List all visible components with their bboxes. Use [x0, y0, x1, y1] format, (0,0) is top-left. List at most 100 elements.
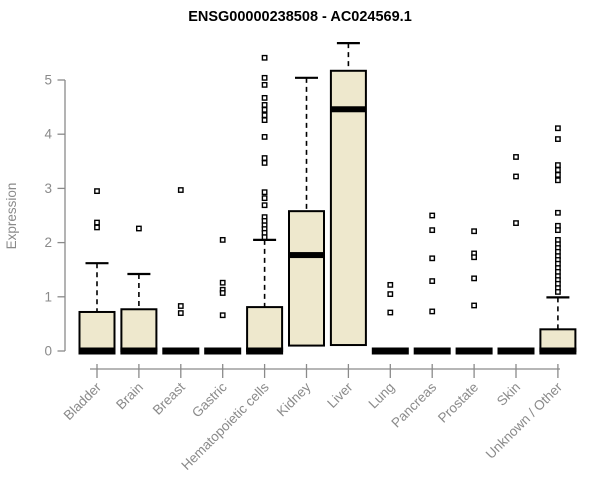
x-tick-label: Gastric [189, 379, 230, 420]
median-line [330, 106, 366, 113]
x-tick-label: Pancreas [388, 379, 439, 430]
outlier-point [261, 112, 268, 119]
box [329, 69, 367, 347]
x-tick-label: Breast [150, 379, 188, 417]
outlier-point [387, 291, 394, 297]
outlier-point [177, 303, 184, 309]
x-tick-label: Skin [494, 380, 523, 409]
box-group-unknown-other [539, 125, 577, 355]
boxes [78, 42, 577, 355]
box-group-prostate [455, 228, 493, 355]
box-group-skin [497, 154, 535, 355]
outlier-point [555, 177, 561, 184]
outlier-point [471, 275, 477, 282]
outlier-point [261, 81, 268, 88]
x-tick-label: Brain [113, 380, 146, 413]
outlier-point [471, 254, 477, 261]
outlier-point [555, 162, 561, 168]
median-line [539, 347, 577, 355]
box-group-gastric [204, 236, 242, 355]
box-group-hematopoietic-cells [246, 54, 284, 355]
x-tick-label: Kidney [274, 379, 314, 419]
outlier-point [513, 154, 519, 160]
median-line [246, 347, 284, 355]
box-group-lung [371, 281, 409, 355]
y-tick-label: 0 [44, 344, 52, 359]
outlier-point [177, 187, 184, 193]
chart-title: ENSG00000238508 - AC024569.1 [188, 9, 412, 25]
flat-box [497, 347, 535, 355]
x-tick-label: Unknown / Other [483, 379, 566, 462]
flat-box [455, 347, 493, 355]
y-tick-label: 5 [44, 73, 52, 88]
outlier-point [261, 155, 268, 161]
outlier-point [429, 278, 436, 284]
outlier-point [429, 308, 436, 315]
outlier-point [219, 312, 226, 319]
outlier-point [261, 106, 268, 113]
y-tick-label: 1 [44, 289, 52, 304]
outlier-point [135, 225, 142, 232]
box-group-bladder [78, 188, 116, 355]
median-line [120, 347, 158, 355]
outlier-point [219, 290, 226, 296]
box [120, 308, 158, 352]
outlier-point [261, 234, 268, 241]
outlier-point [429, 227, 436, 234]
outlier-point [261, 189, 268, 196]
outlier-point [513, 173, 519, 180]
y-tick-label: 4 [44, 127, 52, 142]
box [246, 306, 284, 352]
outlier-point [94, 219, 100, 226]
outlier-point [555, 167, 561, 173]
box-group-breast [162, 187, 200, 355]
outlier-point [429, 255, 436, 262]
outlier-point [261, 102, 268, 108]
outlier-point [261, 94, 268, 101]
outlier-point [387, 281, 394, 288]
outlier-point [261, 134, 268, 140]
outlier-point [219, 279, 226, 286]
x-tick-label: Prostate [435, 380, 481, 426]
outlier-point [471, 228, 477, 235]
x-tick-label: Liver [324, 379, 356, 411]
outlier-point [387, 309, 394, 316]
median-line [289, 252, 324, 259]
outlier-point [261, 195, 268, 202]
x-tick-label: Bladder [61, 379, 105, 423]
outlier-point [261, 54, 268, 61]
box [78, 310, 116, 353]
outlier-point [261, 74, 268, 81]
outlier-point [513, 220, 519, 226]
outlier-point [261, 202, 268, 209]
flat-box [371, 347, 409, 355]
y-tick-label: 2 [44, 235, 52, 250]
outlier-point [555, 289, 561, 295]
outlier-point [261, 160, 268, 166]
outlier-point [555, 227, 561, 234]
box-group-liver [329, 42, 367, 347]
y-axis-title: Expression [4, 183, 19, 250]
box-group-kidney [288, 76, 325, 347]
box [288, 210, 325, 347]
outlier-point [94, 188, 100, 195]
flat-box [413, 347, 451, 355]
outlier-point [555, 125, 561, 132]
median-line [78, 347, 116, 355]
box-group-pancreas [413, 212, 451, 355]
outlier-point [219, 236, 226, 243]
flat-box [162, 347, 200, 355]
outlier-point [429, 212, 436, 219]
outlier-point [555, 136, 561, 142]
outlier-point [555, 171, 561, 178]
outlier-point [261, 117, 268, 124]
box-group-brain [120, 225, 158, 355]
x-tick-label: Lung [366, 380, 398, 412]
y-tick-label: 3 [44, 181, 52, 196]
outlier-point [471, 302, 477, 309]
flat-box [204, 347, 242, 355]
outlier-point [177, 310, 184, 316]
outlier-point [555, 209, 561, 216]
